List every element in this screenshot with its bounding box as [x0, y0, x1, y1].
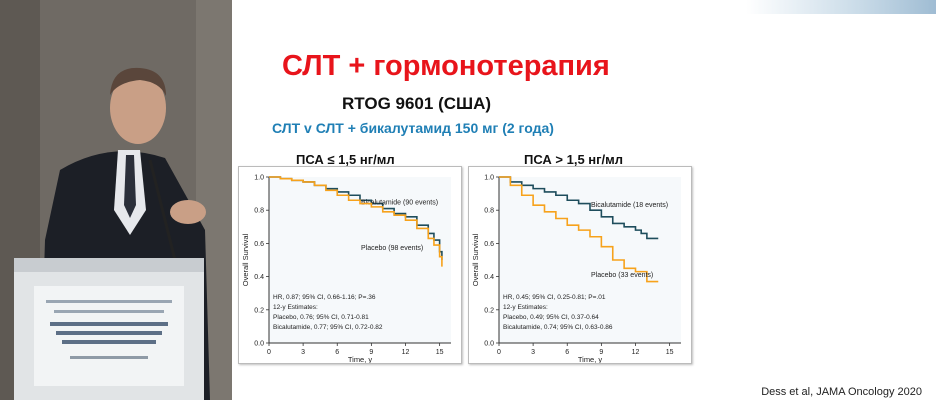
y-tick-label: 0.0 [484, 341, 494, 348]
stats-annotation-line: 12-y Estimates: [503, 304, 548, 311]
study-name: RTOG 9601 (США) [342, 94, 492, 113]
stats-annotation-line: Placebo, 0.49; 95% CI, 0.37-0.64 [503, 314, 599, 321]
x-tick-label: 15 [436, 349, 444, 356]
x-tick-label: 12 [402, 349, 410, 356]
slide-corner-decoration [746, 0, 936, 14]
right-chart-card: 0.0 0.2 0.4 0.6 0.8 1.0 0 3 6 9 12 15 Time, y Overall… [468, 166, 692, 364]
series-label: Bicalutamide (90 events) [361, 200, 438, 207]
y-axis-title: Overall Survival [471, 233, 480, 286]
y-tick-label: 0.6 [254, 241, 264, 248]
plot-area [269, 177, 451, 343]
series-line-bicalutamide [499, 176, 659, 240]
y-tick-label: 0.4 [484, 274, 494, 281]
stats-annotation-line: Placebo, 0.76; 95% CI, 0.71-0.81 [273, 314, 369, 321]
series-label: Placebo (98 events) [361, 245, 423, 252]
x-tick-label: 0 [497, 349, 501, 356]
x-tick-label: 3 [301, 349, 305, 356]
y-tick-label: 0.8 [254, 208, 264, 215]
series-label: Placebo (33 events) [591, 272, 653, 279]
left-km-chart: 0.0 0.2 0.4 0.6 0.8 1.0 0 3 6 9 12 15 Time, y Overall… [241, 175, 451, 364]
x-tick-label: 9 [599, 349, 603, 356]
x-tick-label: 6 [565, 349, 569, 356]
stats-annotation-line: Bicalutamide, 0.74; 95% CI, 0.63-0.86 [503, 324, 613, 331]
x-axis-title: Time, y [578, 355, 603, 363]
y-tick-label: 0.2 [484, 307, 494, 314]
series-line-placebo [499, 176, 659, 283]
stats-annotation-line: HR, 0.45; 95% CI, 0.25-0.81; P=.01 [503, 294, 606, 301]
left-panel-title: ПСА ≤ 1,5 нг/мл [296, 152, 395, 167]
x-axis-title: Time, y [348, 355, 373, 363]
series-line-placebo [269, 176, 443, 267]
y-axis-title: Overall Survival [241, 233, 250, 286]
stats-annotation-line: Bicalutamide, 0.77; 95% CI, 0.72-0.82 [273, 324, 383, 331]
y-tick-label: 0.0 [254, 341, 264, 348]
series-label: Bicalutamide (18 events) [591, 202, 668, 209]
right-km-chart: 0.0 0.2 0.4 0.6 0.8 1.0 0 3 6 9 12 15 Time, y Overall… [471, 175, 681, 364]
x-tick-label: 6 [335, 349, 339, 356]
y-tick-label: 0.6 [484, 241, 494, 248]
left-chart-card: 0.0 0.2 0.4 0.6 0.8 1.0 0 3 6 9 12 15 Time, y Overall… [238, 166, 462, 364]
stats-annotation-line: HR, 0.87; 95% CI, 0.66-1.16; P=.36 [273, 294, 376, 301]
y-tick-label: 0.4 [254, 274, 264, 281]
x-tick-label: 9 [369, 349, 373, 356]
y-tick-label: 1.0 [484, 175, 494, 182]
right-panel-title: ПСА > 1,5 нг/мл [524, 152, 624, 167]
x-tick-label: 12 [632, 349, 640, 356]
stats-annotation-line: 12-y Estimates: [273, 304, 318, 311]
y-tick-label: 0.2 [254, 307, 264, 314]
citation: Dess et al, JAMA Oncology 2020 [761, 386, 922, 398]
x-tick-label: 0 [267, 349, 271, 356]
x-tick-label: 3 [531, 349, 535, 356]
slide-title: СЛТ + гормонотерапия [282, 50, 610, 82]
presenter-scene [0, 0, 232, 400]
presentation-slide: СЛТ + гормонотерапия RTOG 9601 (США) СЛТ… [232, 0, 936, 400]
y-tick-label: 1.0 [254, 175, 264, 182]
presenter-video [0, 0, 232, 400]
x-tick-label: 15 [666, 349, 674, 356]
treatment-arms: СЛТ v СЛТ + бикалутамид 150 мг (2 года) [272, 120, 554, 136]
y-tick-label: 0.8 [484, 208, 494, 215]
